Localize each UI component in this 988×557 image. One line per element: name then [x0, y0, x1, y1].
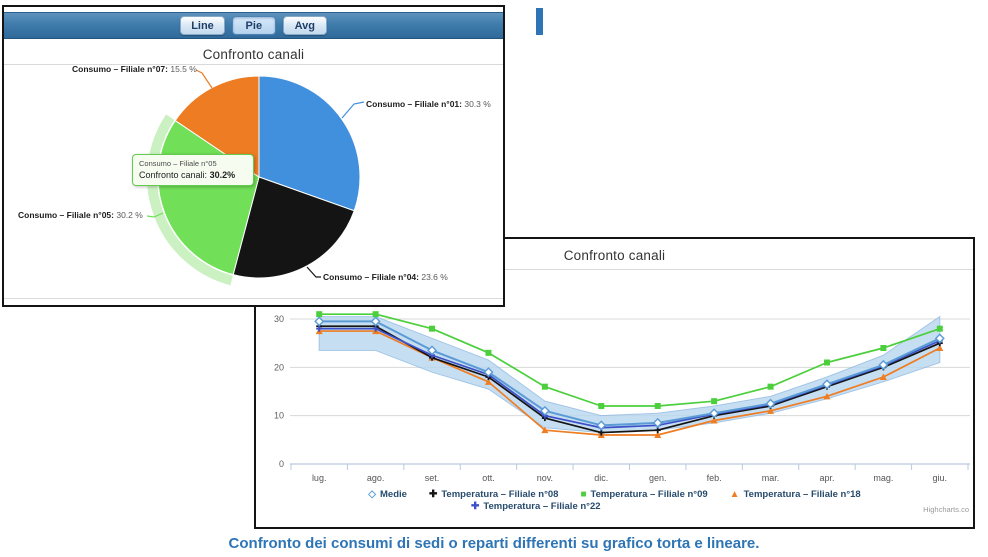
chart-legend: ◇ Medie ✚ Temperatura – Filiale n°08 ■ Temper… — [256, 489, 973, 512]
line-chart-title: Confronto canali — [563, 248, 666, 263]
y-axis-label: 0 — [279, 459, 284, 469]
pie-chart-window: Line Pie Avg Confronto canali Consumo – … — [2, 5, 505, 307]
x-axis-label: ago. — [367, 473, 385, 483]
x-axis-label: ott. — [482, 473, 495, 483]
x-axis-label: giu. — [933, 473, 948, 483]
figure-caption: Confronto dei consumi di sedi o reparti … — [228, 535, 760, 552]
legend-label: Temperatura – Filiale n°09 — [590, 489, 708, 500]
legend-marker-icon: ▲ — [729, 488, 740, 500]
blue-scrollbar-artifact — [536, 8, 543, 35]
avg-button[interactable]: Avg — [282, 16, 327, 35]
pie-slice-label: Consumo – Filiale n°07: 15.5 % — [72, 64, 197, 74]
x-axis-label: mag. — [873, 473, 893, 483]
x-axis-label: nov. — [537, 473, 553, 483]
line-chart-svg[interactable]: 0 10 20 30 lug. ago. set. ott. nov. dic. gen. feb. m… — [256, 239, 973, 527]
y-axis-label: 10 — [274, 411, 284, 421]
x-axis-label: apr. — [819, 473, 834, 483]
legend-marker-icon: ■ — [580, 488, 587, 500]
pie-label-connector — [306, 266, 321, 278]
pie-slice-label: Consumo – Filiale n°01: 30.3 % — [366, 99, 491, 109]
pie-slice[interactable] — [232, 176, 355, 279]
x-axis-label: lug. — [312, 473, 327, 483]
title-separator — [4, 64, 503, 65]
x-axis-label: dic. — [594, 473, 608, 483]
x-axis-label: gen. — [649, 473, 667, 483]
y-axis-label: 30 — [274, 314, 284, 324]
pie-button[interactable]: Pie — [231, 16, 276, 35]
chart-toolbar: Line Pie Avg — [4, 12, 503, 39]
legend-label: Temperatura – Filiale n°08 — [441, 489, 559, 500]
series-temperatura-filiale-n-09[interactable] — [316, 311, 943, 410]
legend-item[interactable]: ◇ Medie — [368, 489, 407, 500]
legend-row: ◇ Medie ✚ Temperatura – Filiale n°08 ■ Temper… — [368, 489, 860, 500]
legend-item[interactable]: ✚ Temperatura – Filiale n°08 — [429, 489, 559, 500]
range-band — [318, 315, 941, 434]
legend-item[interactable]: ✚ Temperatura – Filiale n°22 — [471, 501, 601, 512]
x-axis-label: mar. — [762, 473, 780, 483]
y-axis-label: 20 — [274, 362, 284, 372]
legend-marker-icon: ◇ — [368, 488, 376, 500]
pie-slice-label: Consumo – Filiale n°05: 30.2 % — [18, 210, 143, 220]
pie-chart-title: Confronto canali — [202, 47, 305, 62]
legend-row: ✚ Temperatura – Filiale n°22 — [471, 501, 601, 512]
bottom-separator — [4, 298, 503, 299]
tooltip-value: Confronto canali: 30.2% — [139, 170, 236, 180]
pie-label-connector — [341, 101, 365, 119]
x-axis-label: set. — [425, 473, 440, 483]
tooltip-series-label: Consumo – Filiale n°05 — [139, 159, 217, 168]
pie-label-connector — [195, 69, 213, 89]
legend-label: Temperatura – Filiale n°22 — [483, 501, 601, 512]
pie-tooltip: Consumo – Filiale n°05 Confronto canali:… — [132, 154, 254, 186]
line-button[interactable]: Line — [180, 16, 225, 35]
legend-item[interactable]: ▲ Temperatura – Filiale n°18 — [730, 489, 861, 500]
pie-label-connector — [146, 212, 164, 218]
pie-slice[interactable] — [258, 75, 361, 212]
highcharts-credits[interactable]: Highcharts.co — [923, 505, 969, 514]
x-axis-label: feb. — [707, 473, 722, 483]
legend-item[interactable]: ■ Temperatura – Filiale n°09 — [580, 489, 707, 500]
legend-label: Medie — [380, 489, 407, 500]
legend-marker-icon: ✚ — [471, 500, 480, 512]
series-medie[interactable] — [314, 316, 945, 431]
legend-label: Temperatura – Filiale n°18 — [743, 489, 861, 500]
legend-marker-icon: ✚ — [428, 488, 438, 500]
title-separator — [256, 269, 973, 270]
pie-slice-label: Consumo – Filiale n°04: 23.6 % — [323, 272, 448, 282]
